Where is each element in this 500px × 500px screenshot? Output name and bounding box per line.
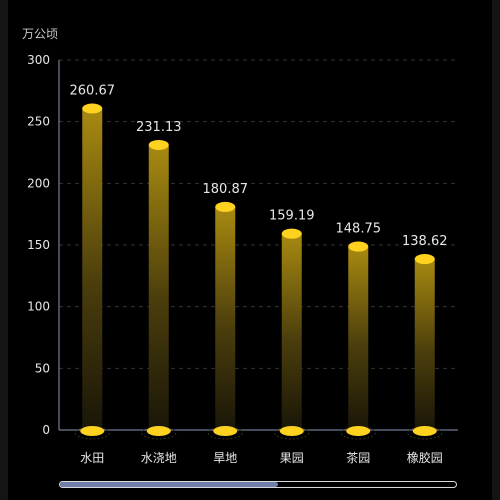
left-border-strip <box>0 0 8 500</box>
bar-top-cap <box>414 254 435 265</box>
bar-bottom-cap <box>146 426 171 436</box>
bar-bottom-cap <box>279 426 304 436</box>
bar-top-cap <box>215 201 236 212</box>
bar-top-cap <box>82 103 103 114</box>
bar[interactable] <box>215 206 236 430</box>
bar[interactable] <box>148 144 169 430</box>
data-label: 180.87 <box>203 182 249 197</box>
bar[interactable] <box>281 233 302 430</box>
bar[interactable] <box>414 259 435 430</box>
bar-bottom-cap <box>213 426 238 436</box>
bar-bottom-cap <box>412 426 437 436</box>
bars <box>74 103 443 440</box>
y-tick-label: 0 <box>42 423 50 437</box>
labels: 0 50 100 150 200 250 300 260.67 水田 231.13 水浇地 180.8… <box>27 53 447 465</box>
y-tick-label: 100 <box>27 300 50 314</box>
y-tick-label: 50 <box>35 361 50 375</box>
data-label: 138.62 <box>402 234 448 249</box>
bar-bottom-cap <box>80 426 105 436</box>
axes <box>58 60 458 431</box>
data-zoom-scrollbar[interactable] <box>59 481 457 488</box>
data-zoom-handle[interactable] <box>60 482 278 487</box>
bar[interactable] <box>348 246 369 430</box>
x-tick-label: 茶园 <box>346 450 370 465</box>
data-label: 148.75 <box>336 222 382 237</box>
y-tick-label: 200 <box>27 176 50 190</box>
y-tick-label: 250 <box>27 115 50 129</box>
bar[interactable] <box>82 108 103 430</box>
y-tick-label: 150 <box>27 238 50 252</box>
y-axis-unit-label: 万公顷 <box>22 27 59 41</box>
x-tick-label: 橡胶园 <box>407 450 443 465</box>
bar-top-cap <box>281 228 302 239</box>
bar-bottom-cap <box>346 426 371 436</box>
x-tick-label: 旱地 <box>213 451 237 465</box>
data-label: 159.19 <box>269 209 315 224</box>
gridlines <box>59 59 458 369</box>
x-tick-label: 水田 <box>80 451 104 465</box>
data-label: 231.13 <box>136 120 182 135</box>
right-border-strip <box>492 0 500 500</box>
y-tick-label: 300 <box>27 53 50 67</box>
x-tick-label: 水浇地 <box>141 451 177 465</box>
data-label: 260.67 <box>70 84 116 99</box>
bar-top-cap <box>348 241 369 252</box>
bar-top-cap <box>148 139 169 150</box>
x-tick-label: 果园 <box>280 451 304 465</box>
